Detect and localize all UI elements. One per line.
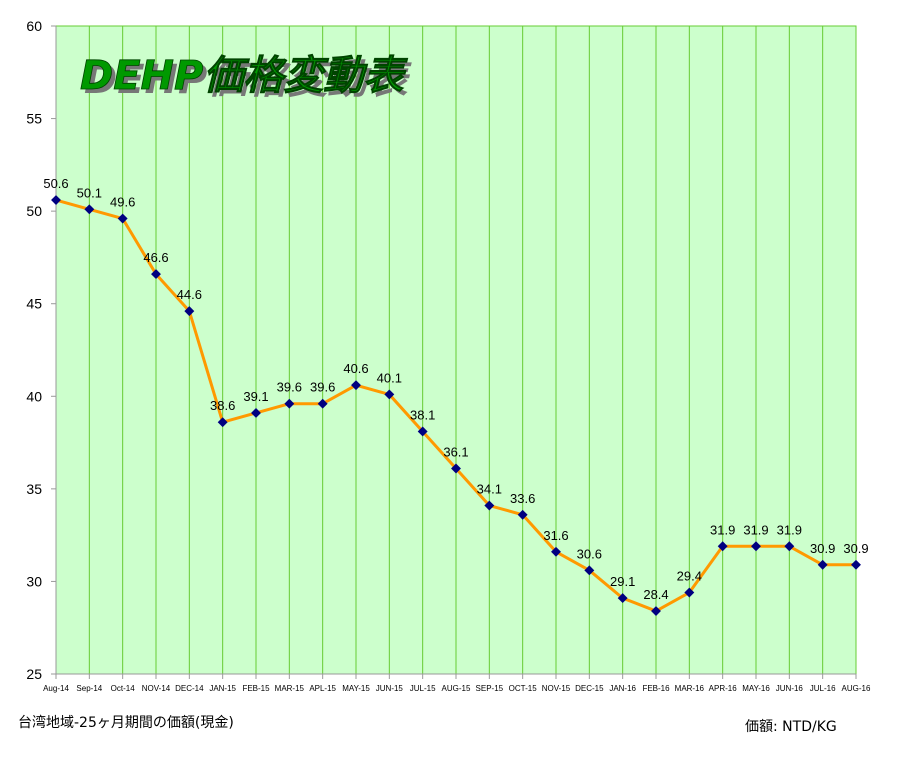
data-point xyxy=(584,565,595,576)
data-label: 33.6 xyxy=(510,491,535,506)
data-point xyxy=(617,593,628,604)
data-label: 36.1 xyxy=(443,444,468,459)
data-point xyxy=(384,389,395,400)
y-tick-label: 35 xyxy=(26,481,42,497)
data-label: 40.1 xyxy=(377,370,402,385)
data-point xyxy=(684,587,695,598)
unit-note: 価額: NTD/KG xyxy=(745,719,837,735)
data-label: 38.1 xyxy=(410,407,435,422)
price-line-chart: 25 30 35 40 45 50 55 60 Aug-14 Sep-14 Oct-14 NOV-1… xyxy=(26,18,871,693)
data-label: 50.6 xyxy=(43,176,68,191)
data-point xyxy=(651,606,661,617)
y-tick-label: 50 xyxy=(26,203,42,219)
y-tick-label: 25 xyxy=(26,666,42,682)
data-point xyxy=(84,204,95,215)
data-label: 31.9 xyxy=(743,522,768,537)
data-point xyxy=(817,559,828,570)
data-label: 44.6 xyxy=(177,287,202,302)
data-point xyxy=(117,213,128,224)
x-tick-label: JAN-15 xyxy=(209,684,236,693)
data-label: 31.6 xyxy=(543,528,568,543)
data-label: 46.6 xyxy=(143,250,168,265)
data-point xyxy=(451,463,461,474)
data-point xyxy=(217,417,228,428)
data-label: 49.6 xyxy=(110,195,135,210)
x-tick-label: MAR-15 xyxy=(275,684,305,693)
data-point xyxy=(184,306,195,317)
grid-lines xyxy=(88,26,824,674)
data-label: 34.1 xyxy=(477,482,502,497)
data-label: 39.6 xyxy=(310,380,335,395)
data-point xyxy=(251,407,261,418)
period-note: 台湾地域-25ヶ月期間の価額(現金) xyxy=(18,715,234,731)
x-tick-label: AUG-15 xyxy=(442,684,471,693)
data-label: 39.6 xyxy=(277,380,302,395)
y-tick-label: 40 xyxy=(26,388,42,404)
data-label: 29.1 xyxy=(610,574,635,589)
data-point xyxy=(417,426,428,437)
x-tick-label: MAR-16 xyxy=(675,684,705,693)
y-tick-label: 30 xyxy=(26,573,42,589)
data-point xyxy=(551,546,561,557)
x-tick-label: MAY-16 xyxy=(742,684,770,693)
data-point xyxy=(51,195,61,205)
x-tick-label: JUL-15 xyxy=(410,684,436,693)
data-label: 30.9 xyxy=(810,541,835,556)
x-tick-label: NOV-15 xyxy=(542,684,571,693)
data-label: 28.4 xyxy=(643,587,668,602)
y-tick-label: 45 xyxy=(26,296,42,312)
x-tick-label: OCT-15 xyxy=(509,684,538,693)
x-tick-label: Aug-14 xyxy=(43,684,69,693)
y-axis-ticks: 25 30 35 40 45 50 55 60 xyxy=(26,18,56,682)
data-point xyxy=(317,398,328,409)
data-label: 31.9 xyxy=(777,522,802,537)
data-label: 40.6 xyxy=(343,361,368,376)
data-label: 39.1 xyxy=(243,389,268,404)
x-tick-label: JUN-15 xyxy=(376,684,404,693)
data-point xyxy=(717,541,728,552)
x-tick-label: Oct-14 xyxy=(111,684,136,693)
x-tick-label: JUN-16 xyxy=(776,684,804,693)
data-label: 50.1 xyxy=(77,185,102,200)
chart-title: DEHP価格変動表 xyxy=(80,53,408,99)
data-label: 31.9 xyxy=(710,522,735,537)
chart-title-group: DEHP価格変動表 DEHP価格変動表 xyxy=(80,53,413,103)
x-tick-label: APR-16 xyxy=(709,684,738,693)
x-tick-label: MAY-15 xyxy=(342,684,370,693)
data-label: 30.6 xyxy=(577,546,602,561)
x-tick-label: JAN-16 xyxy=(609,684,636,693)
y-tick-label: 55 xyxy=(26,111,42,127)
x-tick-label: FEB-16 xyxy=(642,684,670,693)
y-tick-label: 60 xyxy=(26,18,42,34)
data-point xyxy=(284,398,295,409)
x-tick-label: JUL-16 xyxy=(810,684,836,693)
data-label: 38.6 xyxy=(210,398,235,413)
data-point xyxy=(151,269,161,280)
data-point xyxy=(351,380,361,391)
x-tick-label: APL-15 xyxy=(309,684,336,693)
data-point xyxy=(751,541,761,552)
data-point xyxy=(484,500,495,511)
series-group: 50.6 50.1 49.6 46.6 44.6 38.6 39.1 39.6 39.6 40.6… xyxy=(43,176,869,617)
data-label: 30.9 xyxy=(843,541,868,556)
data-label: 29.4 xyxy=(677,569,702,584)
x-tick-label: NOV-14 xyxy=(142,684,171,693)
x-axis-ticks: Aug-14 Sep-14 Oct-14 NOV-14 DEC-14 JAN-15 FEB-… xyxy=(43,674,871,693)
x-tick-label: Sep-14 xyxy=(76,684,102,693)
x-tick-label: SEP-15 xyxy=(476,684,504,693)
x-tick-label: DEC-14 xyxy=(175,684,204,693)
x-tick-label: FEB-15 xyxy=(242,684,270,693)
x-tick-label: AUG-16 xyxy=(842,684,871,693)
data-point xyxy=(784,541,795,552)
data-point xyxy=(851,559,861,570)
x-tick-label: DEC-15 xyxy=(575,684,604,693)
chart-title-shadow: DEHP価格変動表 xyxy=(84,57,412,103)
